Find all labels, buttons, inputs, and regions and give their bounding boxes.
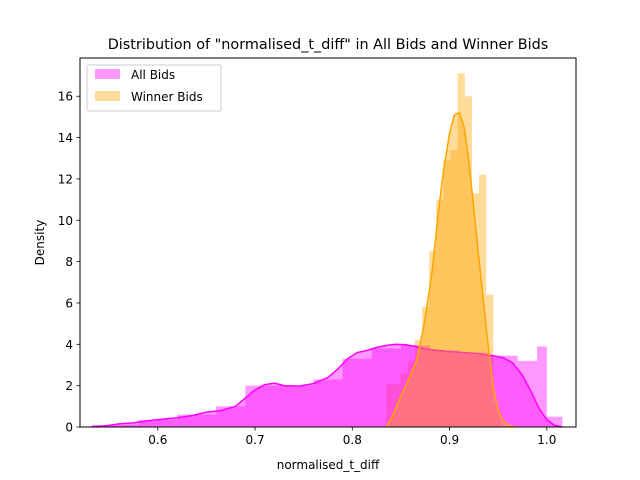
hist-bar-winner-bids xyxy=(397,383,401,427)
hist-bar-winner-bids xyxy=(446,160,451,427)
plot-frame xyxy=(79,57,577,428)
hist-bar-winner-bids xyxy=(404,373,408,427)
hist-bar-winner-bids xyxy=(479,174,483,427)
hist-bar-winner-bids xyxy=(432,251,437,427)
hist-bar-winner-bids xyxy=(411,360,415,427)
y-tick-label: 14 xyxy=(58,131,73,145)
x-tick-label: 0.6 xyxy=(148,433,167,447)
hist-bar-winner-bids xyxy=(482,174,487,427)
hist-bar-winner-bids xyxy=(393,383,398,427)
hist-bar-winner-bids xyxy=(475,193,480,427)
hist-bar-all-bids xyxy=(430,350,460,427)
y-tick-label: 6 xyxy=(65,296,73,310)
y-axis: 0 2 4 6 8 10 12 14 16 xyxy=(58,90,80,435)
y-tick-label: 0 xyxy=(65,421,73,435)
hist-bar-all-bids xyxy=(488,355,518,427)
kde-line-all-bids xyxy=(91,343,563,428)
hist-bar-winner-bids xyxy=(407,360,412,427)
legend-swatch-winner-bids xyxy=(95,91,120,101)
x-tick-label: 0.7 xyxy=(246,433,265,447)
kde-fill-all-bids xyxy=(91,344,563,427)
hist-bar-all-bids xyxy=(517,360,538,427)
plot-area xyxy=(79,57,577,428)
legend-label-all-bids: All Bids xyxy=(131,68,175,82)
x-axis: 0.6 0.7 0.8 0.9 1.0 xyxy=(148,427,556,447)
y-tick-label: 4 xyxy=(65,338,73,352)
y-tick-label: 10 xyxy=(58,214,73,228)
y-tick-label: 12 xyxy=(58,172,73,186)
legend-label-winner-bids: Winner Bids xyxy=(131,90,203,104)
hist-bar-all-bids xyxy=(274,385,314,427)
plot-background xyxy=(80,58,576,427)
hist-bar-all-bids xyxy=(342,358,372,427)
hist-bar-winner-bids xyxy=(450,149,455,428)
legend-frame xyxy=(86,64,222,112)
hist-bar-winner-bids xyxy=(429,251,433,427)
x-tick-label: 1.0 xyxy=(537,433,556,447)
hist-bar-winner-bids xyxy=(389,383,394,427)
hist-bar-winner-bids xyxy=(422,307,426,427)
hist-bar-all-bids xyxy=(177,414,217,427)
hist-bar-winner-bids xyxy=(414,340,419,427)
hist-bar-winner-bids xyxy=(464,96,469,427)
hist-bar-winner-bids xyxy=(496,414,501,427)
y-tick-label: 8 xyxy=(65,255,73,269)
histogram-layer xyxy=(91,73,563,428)
hist-bar-winner-bids xyxy=(439,199,444,427)
hist-bar-all-bids xyxy=(91,424,139,427)
y-tick-label: 2 xyxy=(65,379,73,393)
chart-title: Distribution of "normalised_t_diff" in A… xyxy=(108,37,549,53)
hist-bar-all-bids xyxy=(216,406,246,427)
hist-bar-winner-bids xyxy=(454,149,458,428)
hist-bar-winner-bids xyxy=(443,160,447,427)
x-tick-label: 0.8 xyxy=(343,433,362,447)
hist-bar-winner-bids xyxy=(457,73,462,427)
hist-bar-winner-bids xyxy=(489,294,494,427)
hist-bar-winner-bids xyxy=(471,193,476,427)
legend-swatch-all-bids xyxy=(95,69,120,79)
hist-bar-winner-bids xyxy=(493,402,497,427)
hist-bar-all-bids xyxy=(546,416,563,427)
hist-bar-winner-bids xyxy=(425,307,430,427)
y-axis-label: Density xyxy=(33,220,47,266)
x-tick-label: 0.9 xyxy=(440,433,459,447)
kde-line-winner-bids xyxy=(385,111,518,428)
hist-bar-all-bids xyxy=(138,419,178,427)
hist-bar-all-bids xyxy=(459,352,489,427)
hist-bar-winner-bids xyxy=(400,373,405,427)
x-axis-label: normalised_t_diff xyxy=(277,458,380,472)
hist-bar-winner-bids xyxy=(418,340,423,427)
hist-bar-all-bids xyxy=(537,346,547,427)
hist-bar-winner-bids xyxy=(386,383,390,427)
hist-bar-all-bids xyxy=(371,348,401,427)
hist-bar-winner-bids xyxy=(468,96,472,427)
hist-bar-all-bids xyxy=(313,379,343,427)
hist-bar-winner-bids xyxy=(486,294,490,427)
y-tick-label: 16 xyxy=(58,90,73,104)
hist-bar-winner-bids xyxy=(461,73,465,427)
legend: All Bids Winner Bids xyxy=(86,64,222,112)
kde-layer xyxy=(91,111,563,428)
hist-bar-all-bids xyxy=(245,385,275,427)
hist-bar-winner-bids xyxy=(436,199,440,427)
